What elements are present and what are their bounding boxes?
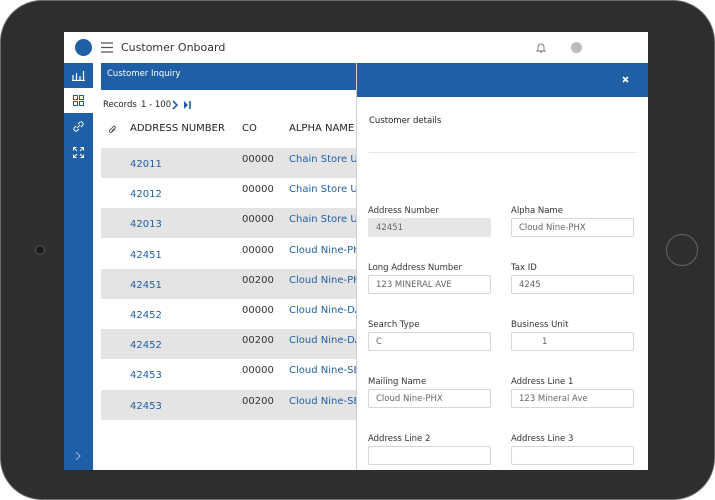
table-row[interactable] <box>101 238 357 269</box>
menu-icon[interactable] <box>101 42 113 53</box>
screen: Customer Onboard Customer Inquiry Record… <box>64 32 648 470</box>
alpha-name-cell: Chain Store US <box>289 184 357 196</box>
address-link[interactable]: 42451 <box>130 279 162 291</box>
attach-icon <box>108 125 116 134</box>
bell-icon[interactable] <box>536 42 546 53</box>
grid-icon[interactable] <box>73 95 84 106</box>
alpha-name-cell: Chain Store US <box>289 154 357 165</box>
field-input[interactable]: C <box>368 332 491 351</box>
field-input[interactable]: 123 MINERAL AVE <box>368 275 491 294</box>
inquiry-title: Customer Inquiry <box>107 69 181 79</box>
co-cell: 00000 <box>242 244 274 256</box>
sidebar-active <box>64 88 93 113</box>
table-row[interactable] <box>101 148 357 178</box>
field-label: Address Line 2 <box>368 434 431 444</box>
address-link[interactable]: 42452 <box>130 340 162 352</box>
field-input[interactable]: Cloud Nine-PHX <box>368 389 491 408</box>
close-button[interactable] <box>622 76 629 83</box>
table-row[interactable] <box>101 208 357 239</box>
column-header: CO <box>242 123 257 134</box>
table-row[interactable] <box>101 268 357 299</box>
co-cell: 00200 <box>242 274 274 286</box>
field-input[interactable]: 123 Mineral Ave <box>511 389 634 408</box>
column-header: ALPHA NAME <box>289 123 355 134</box>
field-label: Business Unit <box>511 320 569 330</box>
camera <box>35 245 45 255</box>
divider <box>369 152 637 153</box>
table-row[interactable] <box>101 359 357 390</box>
records-range: 1 - 100 <box>141 100 172 110</box>
details-panel: Customer details Address Number 42451 Alph… <box>356 63 648 470</box>
expand-sidebar[interactable] <box>74 451 82 461</box>
co-cell: 00000 <box>242 154 274 165</box>
app-title: Customer Onboard <box>121 41 226 54</box>
alpha-name-cell: Cloud Nine-PH <box>289 274 357 286</box>
alpha-name-cell: Cloud Nine-DA <box>289 335 357 347</box>
column-header: ADDRESS NUMBER <box>130 123 225 134</box>
alpha-name-cell: Cloud Nine-DA <box>289 305 357 316</box>
co-cell: 00000 <box>242 184 274 196</box>
co-cell: 00000 <box>242 214 274 226</box>
field-label: Address Line 1 <box>511 377 574 387</box>
alpha-name-cell: Chain Store US <box>289 214 357 226</box>
link-icon[interactable] <box>73 121 84 132</box>
field-label: Address Number <box>368 206 439 216</box>
home-button[interactable] <box>666 234 698 266</box>
field-input[interactable]: Cloud Nine-PHX <box>511 218 634 237</box>
pager[interactable] <box>171 100 193 110</box>
address-link[interactable]: 42012 <box>130 189 162 201</box>
table-row[interactable] <box>101 178 357 209</box>
co-cell: 00000 <box>242 305 274 316</box>
field-label: Address Line 3 <box>511 434 574 444</box>
field-input[interactable]: 42451 <box>368 218 491 237</box>
alpha-name-cell: Cloud Nine-SE <box>289 395 357 407</box>
co-cell: 00200 <box>242 335 274 347</box>
field-label: Mailing Name <box>368 377 427 387</box>
chart-icon[interactable] <box>72 70 85 81</box>
address-link[interactable]: 42013 <box>130 219 162 231</box>
avatar[interactable] <box>571 42 582 53</box>
field-label: Long Address Number <box>368 263 462 273</box>
field-label: Alpha Name <box>511 206 563 216</box>
field-label: Search Type <box>368 320 420 330</box>
co-cell: 00200 <box>242 395 274 407</box>
inquiry-header: Customer Inquiry <box>101 63 357 90</box>
field-input[interactable] <box>511 446 634 465</box>
logo <box>75 39 92 56</box>
address-link[interactable]: 42451 <box>130 249 162 261</box>
co-cell: 00000 <box>242 365 274 377</box>
alpha-name-cell: Cloud Nine-PH <box>289 244 357 256</box>
address-link[interactable]: 42453 <box>130 400 162 412</box>
sidebar <box>64 63 93 470</box>
field-input[interactable]: 4245 <box>511 275 634 294</box>
table-row[interactable] <box>101 329 357 360</box>
field-label: Tax ID <box>511 263 537 273</box>
table-row[interactable] <box>101 299 357 329</box>
field-input[interactable]: 1 <box>511 332 634 351</box>
alpha-name-cell: Cloud Nine-SEA <box>289 365 357 377</box>
expand-icon[interactable] <box>73 147 84 158</box>
records-label: Records <box>103 100 137 110</box>
details-header <box>357 63 648 97</box>
details-title: Customer details <box>369 116 442 126</box>
field-input[interactable] <box>368 446 491 465</box>
address-link[interactable]: 42452 <box>130 310 162 321</box>
address-link[interactable]: 42453 <box>130 370 162 382</box>
table-row[interactable] <box>101 389 357 420</box>
address-link[interactable]: 42011 <box>130 159 162 170</box>
